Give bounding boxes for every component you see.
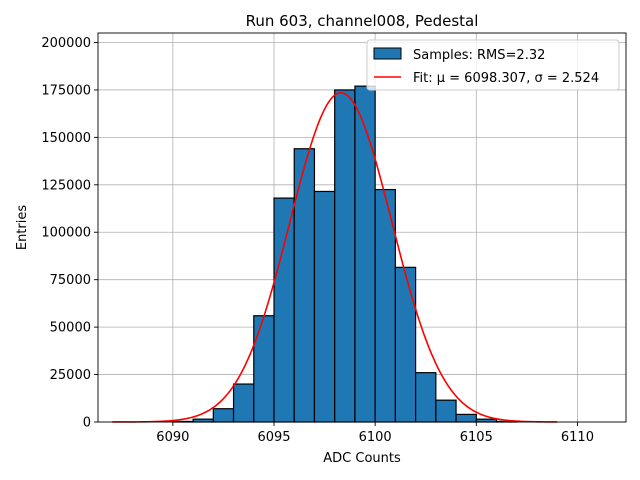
plot-frame — [97, 32, 627, 423]
y-tick-label: 175000 — [41, 83, 91, 98]
chart-title: Run 603, channel008, Pedestal — [246, 12, 479, 30]
x-tick-label: 6100 — [359, 430, 392, 445]
legend: Samples: RMS=2.32 Fit: μ = 6098.307, σ =… — [366, 39, 620, 91]
y-tick-label: 150000 — [41, 131, 91, 146]
legend-box — [366, 39, 620, 91]
histogram-bar — [232, 383, 255, 423]
y-tick-label: 100000 — [41, 226, 91, 241]
x-tick-label: 6095 — [257, 430, 290, 445]
legend-swatch-samples — [373, 47, 402, 60]
histogram-bar — [273, 197, 295, 423]
legend-label-fit: Fit: μ = 6098.307, σ = 2.524 — [413, 71, 599, 86]
x-axis-label: ADC Counts — [323, 451, 401, 466]
histogram-bar — [313, 190, 336, 423]
x-axis-ticks: 6090 6095 6100 6105 6110 — [156, 422, 594, 445]
histogram-bar — [293, 148, 316, 423]
histogram-bars — [172, 85, 518, 423]
y-axis-label: Entries — [15, 205, 30, 251]
histogram-bar — [212, 408, 235, 423]
x-tick-label: 6110 — [561, 430, 594, 445]
y-tick-label: 200000 — [41, 36, 91, 51]
histogram-bar — [415, 372, 437, 423]
y-tick-label: 125000 — [41, 178, 91, 193]
y-tick-label: 0 — [83, 416, 91, 431]
x-tick-label: 6090 — [156, 430, 189, 445]
histogram-bar — [455, 413, 477, 423]
histogram-bar — [394, 266, 417, 423]
x-tick-label: 6105 — [460, 430, 493, 445]
y-tick-label: 50000 — [50, 321, 91, 336]
fit-curve — [112, 91, 558, 423]
histogram-bar — [354, 85, 376, 423]
legend-label-samples: Samples: RMS=2.32 — [413, 48, 545, 63]
y-tick-label: 25000 — [50, 368, 91, 383]
y-axis-ticks: 0 25000 50000 75000 100000 125000 150000 175000… — [41, 36, 98, 431]
y-tick-label: 75000 — [50, 273, 91, 288]
histogram-bar — [253, 315, 275, 423]
histogram-bar — [435, 399, 457, 423]
histogram-bar — [334, 89, 356, 423]
